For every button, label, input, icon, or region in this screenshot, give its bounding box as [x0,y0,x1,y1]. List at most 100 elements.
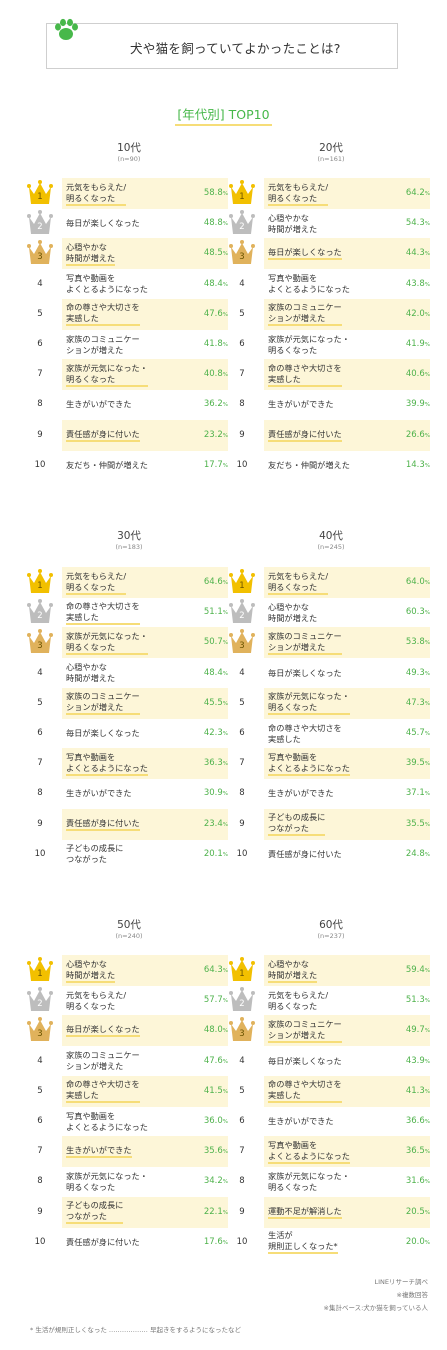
item-value: 17.7% [203,459,228,470]
item-label: 生きがいができた [66,1136,184,1167]
rank-cell: 5 [27,688,53,719]
rank-number: 1 [239,581,245,591]
ranking-row: 9 子どもの成長に つながった 22.1% [27,1196,231,1228]
item-label: 命の尊さや大切さを 実感した [66,597,184,628]
ranking-row: 6 家族のコミュニケー ションが増えた 41.8% [27,329,231,360]
rank-number: 4 [239,278,245,289]
row-highlight [264,1196,430,1228]
rank-cell: 7 [229,748,255,779]
item-label: 家族が元気になった・ 明るくなった [66,1170,148,1192]
title-box: 犬や猫を飼っていてよかったことは? [46,18,398,69]
ranking-row: 1 元気をもらえた/ 明るくなった 58.8% [27,178,231,209]
rank-cell: 2 [229,985,255,1016]
ranking-row: 2 心穏やかな 時間が増えた 60.3% [229,597,433,628]
rank-number: 10 [236,848,248,859]
item-value: 57.7% [203,995,228,1006]
ranking-row: 5 家族のコミュニケー ションが増えた 42.0% [229,298,433,330]
panel-title: 30代 [117,530,141,542]
rank-cell: 4 [27,1046,53,1077]
ranking-row: 1 心穏やかな 時間が増えた 59.4% [229,955,433,986]
item-value: 47.3% [405,697,430,708]
item-value: 64.2% [405,188,430,198]
rank-cell: 4 [229,1046,255,1077]
rank-cell: 6 [229,718,255,749]
rank-cell: 1 [229,178,255,209]
rank-number: 7 [37,758,43,769]
panel-sample-size: (n=237) [317,932,345,940]
rank-number: 6 [37,339,43,349]
ranking-panel: 30代 (n=183) 1 元気をもらえた/ 明るくなった 64.6% 2 命の尊さや大切さ… [27,0,231,1350]
item-value: 31.6% [405,1176,430,1187]
item-value: 24.8% [405,848,430,859]
ranking-row: 8 生きがいができた 37.1% [229,778,433,809]
item-value: 64.3% [203,965,228,975]
item-label: 毎日が楽しくなった [268,238,386,269]
panel-title: 60代 [319,919,343,931]
rank-cell: 5 [229,1076,255,1107]
item-value: 44.3% [405,248,430,259]
ranking-row: 7 家族が元気になった・ 明るくなった 40.8% [27,359,231,391]
row-highlight [62,419,228,451]
rank-number: 5 [37,697,43,708]
item-value: 41.8% [203,339,228,349]
paw-icon [55,18,78,40]
item-value: 41.5% [203,1085,228,1096]
rank-cell: 7 [27,1136,53,1167]
item-label: 心穏やかな 時間が増えた [66,955,184,986]
item-label: 子どもの成長に つながった [268,809,386,840]
item-value: 20.5% [405,1206,430,1217]
ranking-row: 5 命の尊さや大切さを 実感した 47.6% [27,298,231,330]
item-label: 家族が元気になった・ 明るくなった [66,627,184,658]
item-label: 責任感が身に付いた [66,809,184,840]
item-value: 37.1% [405,788,430,799]
item-label: 写真や動画を よくとるようになった [66,1110,148,1132]
item-label: 友だち・仲間が増えた [66,459,148,470]
rank-cell: 8 [229,1166,255,1197]
item-label: 命の尊さや大切さを 実感した [268,359,386,390]
item-label: 家族のコミュニケー ションが増えた [268,299,386,330]
page-title: 犬や猫を飼っていてよかったことは? [130,41,341,56]
rank-cell: 2 [27,985,53,1016]
crown-icon [229,569,255,593]
rank-cell: 6 [27,329,53,360]
rank-number: 6 [239,339,245,349]
panel-sample-size: (n=90) [117,155,141,163]
rank-number: 8 [239,1176,245,1187]
rank-cell: 9 [229,1197,255,1228]
ranking-row: 5 家族のコミュニケー ションが増えた 45.5% [27,687,231,719]
rank-cell: 3 [229,1015,255,1046]
rank-number: 6 [239,728,245,738]
item-label: 家族のコミュニケー ションが増えた [268,1015,386,1046]
item-value: 36.3% [203,758,228,769]
item-label: 生きがいができた [268,399,334,410]
panel-title: 50代 [117,919,141,931]
item-value: 41.9% [405,339,430,349]
rank-cell: 5 [229,688,255,719]
base-note: ※集計ベース:犬か猫を飼っている人 [323,1304,429,1312]
crown-icon [27,957,53,981]
rank-number: 4 [37,278,43,289]
rank-number: 10 [34,459,46,470]
item-value: 40.6% [405,369,430,380]
item-value: 64.6% [203,577,228,587]
rank-cell: 1 [229,955,255,986]
item-value: 54.3% [405,218,430,229]
ranking-panel: 10代 (n=90) 1 元気をもらえた/ 明るくなった 58.8% 2 毎日が楽しくなった… [27,0,231,1350]
item-value: 48.8% [203,218,228,229]
ranking-row: 8 生きがいができた 36.2% [27,389,231,420]
item-label: 命の尊さや大切さを 実感した [268,1076,386,1107]
rank-cell: 4 [27,269,53,300]
rank-number: 7 [239,1146,245,1157]
item-value: 48.5% [203,248,228,259]
ranking-row: 2 元気をもらえた/ 明るくなった 51.3% [229,985,433,1016]
rank-cell: 6 [229,1106,255,1137]
rank-number: 3 [239,641,245,652]
rank-number: 6 [37,728,43,738]
rank-number: 9 [239,429,245,440]
ranking-row: 8 家族が元気になった・ 明るくなった 31.6% [229,1166,433,1197]
rank-cell: 9 [27,1197,53,1228]
item-value: 22.1% [203,1206,228,1217]
ranking-row: 5 命の尊さや大切さを 実感した 41.5% [27,1075,231,1107]
rank-number: 2 [239,999,245,1010]
rank-number: 8 [37,1176,43,1187]
